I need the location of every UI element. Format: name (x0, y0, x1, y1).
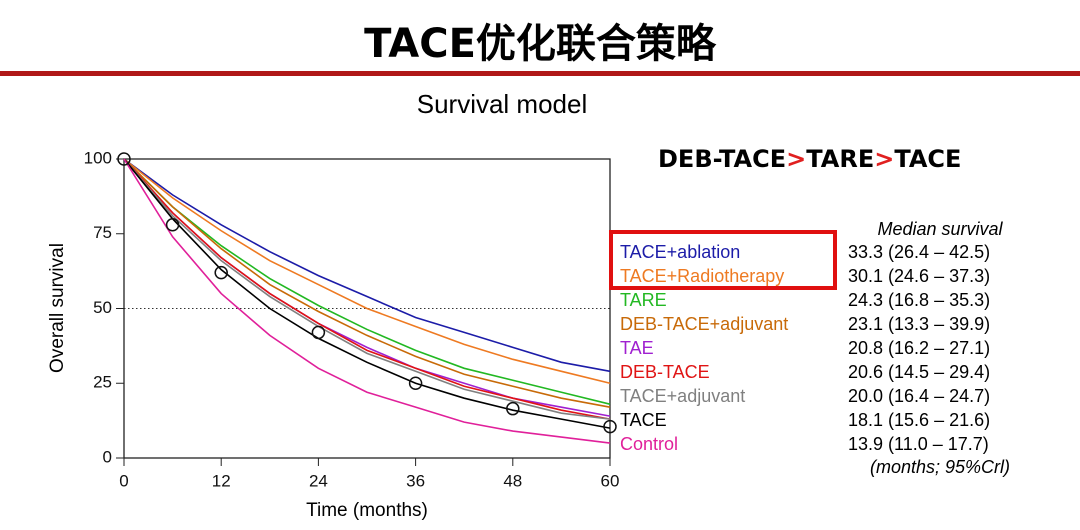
highlight-box (609, 230, 837, 290)
median-value: 23.1 (13.3 – 39.9) (848, 314, 990, 334)
footnote: (months; 95%Crl) (870, 457, 1010, 477)
annotation-part: > (874, 145, 894, 173)
y-axis-label: Overall survival (47, 243, 68, 373)
x-tick-label: 48 (503, 471, 522, 490)
x-tick-label: 60 (601, 471, 620, 490)
x-tick-label: 12 (212, 471, 231, 490)
x-tick-label: 24 (309, 471, 328, 490)
survival-curve (123, 158, 611, 417)
legend-entry: DEB-TACE+adjuvant (620, 314, 788, 334)
y-tick-label: 75 (93, 223, 112, 242)
observed-point (165, 218, 180, 232)
survival-curve (123, 158, 611, 373)
annotation-part: TARE (806, 145, 874, 173)
observed-point (603, 419, 617, 434)
median-value: 24.3 (16.8 – 35.3) (848, 290, 990, 310)
annotation-part: TACE (894, 145, 961, 173)
slide-title: TACE优化联合策略 (364, 21, 717, 67)
legend-entry: TACE (620, 410, 667, 430)
survival-curve (123, 158, 611, 444)
survival-curve (123, 158, 611, 420)
header-rule (0, 71, 1080, 76)
observed-point (408, 376, 423, 390)
legend-entry: TACE+ablation (620, 242, 740, 262)
y-tick-label: 50 (93, 298, 112, 317)
x-tick-label: 36 (406, 471, 425, 490)
survival-curve (123, 158, 611, 420)
legend-entry: TACE+Radiotherapy (620, 266, 784, 286)
observed-point (117, 152, 131, 166)
median-value: 20.8 (16.2 – 27.1) (848, 338, 990, 358)
survival-curve (123, 158, 611, 405)
y-tick-label: 0 (103, 447, 112, 466)
subtitle: Survival model (417, 89, 588, 119)
annotation: DEB-TACE>TARE>TACE (658, 145, 961, 173)
observed-point (311, 325, 326, 340)
y-tick-label: 100 (84, 148, 112, 167)
median-value: 20.0 (16.4 – 24.7) (848, 386, 990, 406)
x-axis-label: Time (months) (306, 500, 428, 521)
survival-curve (123, 158, 611, 429)
x-tick-label: 0 (119, 471, 128, 490)
annotation-part: DEB-TACE (658, 145, 786, 173)
annotation-part: > (786, 145, 806, 173)
median-value: 18.1 (15.6 – 21.6) (848, 410, 990, 430)
observed-point (214, 265, 228, 280)
median-value: 30.1 (24.6 – 37.3) (848, 266, 990, 286)
median-header: Median survival (877, 219, 1003, 239)
legend-entry: TARE (620, 290, 667, 310)
observed-point (506, 401, 520, 416)
legend-entry: TAE (620, 338, 654, 358)
legend-entry: TACE+adjuvant (620, 386, 745, 406)
median-value: 20.6 (14.5 – 29.4) (848, 362, 990, 382)
legend-entry: DEB-TACE (620, 362, 710, 382)
median-value: 33.3 (26.4 – 42.5) (848, 242, 990, 262)
median-value: 13.9 (11.0 – 17.7) (848, 434, 989, 454)
survival-curve (123, 158, 611, 385)
legend-entry: Control (620, 434, 678, 454)
survival-curve (123, 158, 611, 408)
y-tick-label: 25 (93, 373, 112, 392)
